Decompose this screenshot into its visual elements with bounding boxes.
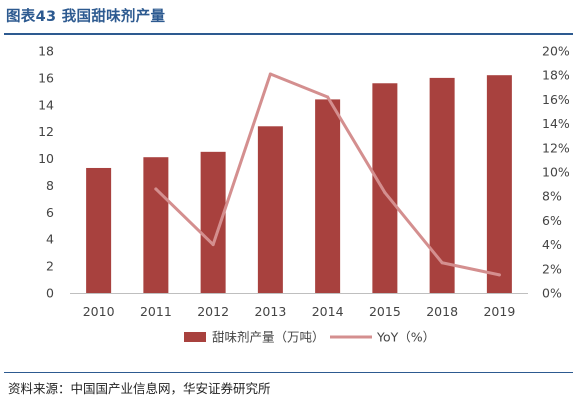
y-left-tick-label: 6 xyxy=(46,205,54,220)
yoy-point xyxy=(154,187,158,191)
x-tick-label: 2013 xyxy=(254,304,286,319)
bar-production xyxy=(372,83,398,294)
chart-area: 0 2 4 6 8 10 12 14 16 18 0% 2% 4% 6% 8% 10% 12% 14% 16% 18%… xyxy=(38,44,570,345)
y-right-tick-label: 4% xyxy=(542,237,562,252)
bar-production xyxy=(143,157,169,293)
bar-production xyxy=(486,75,512,293)
y-right-tick-label: 12% xyxy=(542,140,570,155)
y-left-tick-label: 16 xyxy=(38,70,54,85)
legend-swatch-bar xyxy=(184,332,206,342)
yoy-point xyxy=(326,95,330,99)
y-left-tick-label: 2 xyxy=(46,259,54,274)
y-left-tick-label: 0 xyxy=(46,286,54,301)
y-right-tick-label: 18% xyxy=(542,68,570,83)
title-divider xyxy=(4,33,573,35)
bar-production xyxy=(257,126,283,294)
y-right-tick-label: 10% xyxy=(542,165,570,180)
x-tick-label: 2014 xyxy=(312,304,344,319)
yoy-point xyxy=(268,72,272,76)
yoy-point xyxy=(383,191,387,195)
legend-label-bar: 甜味剂产量（万吨） xyxy=(212,330,325,345)
y-right-tick-label: 8% xyxy=(542,189,562,204)
y-left-tick-label: 18 xyxy=(38,44,54,59)
x-tick-label: 2019 xyxy=(483,304,515,319)
x-tick-label: 2010 xyxy=(83,304,115,319)
y-left-tick-label: 10 xyxy=(38,151,54,166)
yoy-point xyxy=(211,243,215,247)
figure-title: 图表43 我国甜味剂产量 xyxy=(6,9,166,25)
y-right-tick-label: 20% xyxy=(542,44,570,59)
x-tick-label: 2015 xyxy=(369,304,401,319)
y-right-tick-label: 0% xyxy=(542,286,562,301)
x-tick-label: 2012 xyxy=(197,304,229,319)
yoy-point xyxy=(440,261,444,265)
legend-label-line: YoY（%） xyxy=(376,330,435,345)
y-right-tick-label: 2% xyxy=(542,261,562,276)
x-tick-label: 2018 xyxy=(426,304,458,319)
bar-production xyxy=(429,77,455,293)
yoy-point xyxy=(497,273,501,277)
y-right-tick-label: 14% xyxy=(542,116,570,131)
y-left-tick-label: 4 xyxy=(46,232,54,247)
y-left-tick-label: 14 xyxy=(38,97,54,112)
y-left-tick-label: 12 xyxy=(38,124,54,139)
source-divider xyxy=(4,372,573,373)
x-tick-label: 2011 xyxy=(140,304,172,319)
bar-production xyxy=(86,167,112,293)
y-right-tick-label: 6% xyxy=(542,213,562,228)
source-note: 资料来源：中国国产业信息网，华安证券研究所 xyxy=(8,381,271,396)
bar-production xyxy=(315,99,341,294)
y-right-tick-label: 16% xyxy=(542,92,570,107)
y-left-tick-label: 8 xyxy=(46,178,54,193)
